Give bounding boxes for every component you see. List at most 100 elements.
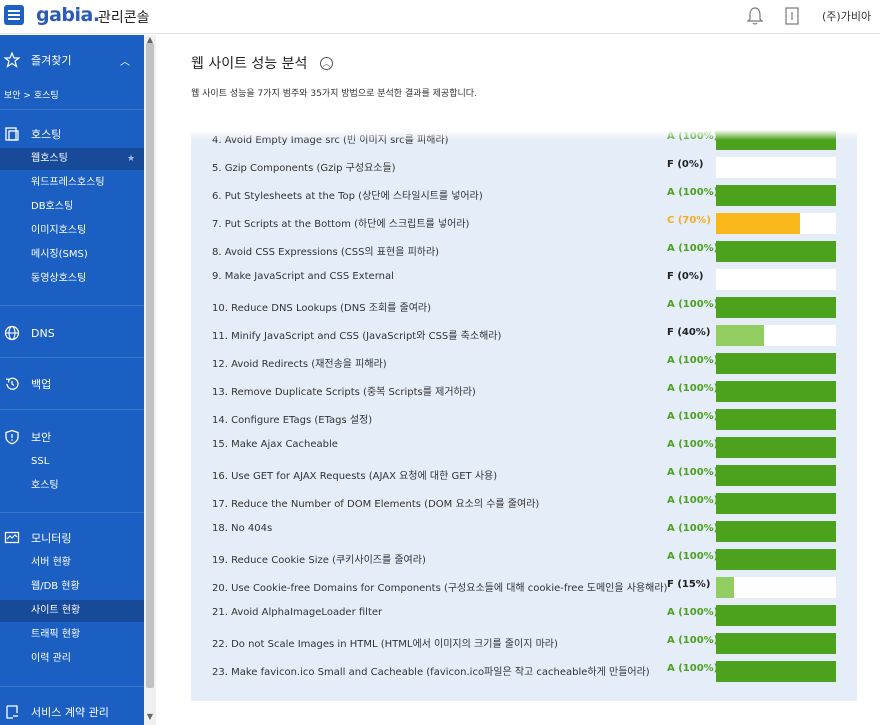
menu-line <box>8 10 20 12</box>
result-row: 11. Minify JavaScript and CSS (JavaScrip… <box>191 319 857 347</box>
result-grade: A (100%) <box>667 243 719 254</box>
scroll-down-arrow[interactable]: ▼ <box>146 712 154 721</box>
star-icon <box>4 52 20 68</box>
score-bar <box>716 605 836 626</box>
score-bar <box>716 269 836 290</box>
favorite-star-icon[interactable]: ★ <box>127 154 136 164</box>
sidebar-item-web-hosting[interactable]: 웹호스팅 ★ <box>0 148 144 170</box>
sidebar-item-messaging[interactable]: 메시징(SMS) <box>0 244 144 266</box>
result-row: 22. Do not Scale Images in HTML (HTML에서 … <box>191 627 857 655</box>
hosting-label: 호스팅 <box>31 128 62 141</box>
result-grade: A (100%) <box>667 663 719 674</box>
sidebar-section-dns[interactable]: DNS <box>0 321 144 345</box>
sidebar-item-label: 이력 관리 <box>31 653 71 664</box>
backup-label: 백업 <box>31 378 52 391</box>
monitoring-label: 모니터링 <box>31 532 72 545</box>
sidebar-item-history[interactable]: 이력 관리 <box>0 648 144 670</box>
sidebar-section-security[interactable]: 보안 <box>0 425 144 449</box>
sidebar-favorites[interactable]: 즐겨찾기 ︿ <box>0 48 144 72</box>
result-label: 21. Avoid AlphaImageLoader filter <box>212 607 383 618</box>
result-label: 13. Remove Duplicate Scripts (중복 Scripts… <box>212 387 476 398</box>
sidebar-section-monitoring[interactable]: 모니터링 <box>0 526 144 550</box>
score-bar-fill <box>716 549 836 570</box>
result-label: 8. Avoid CSS Expressions (CSS의 표현을 피하라) <box>212 247 440 258</box>
menu-line <box>8 18 20 20</box>
result-row: 13. Remove Duplicate Scripts (중복 Scripts… <box>191 375 857 403</box>
contract-label: 서비스 계약 관리 <box>31 706 109 719</box>
scroll-up-arrow[interactable]: ▲ <box>146 35 154 44</box>
chevron-up-icon[interactable]: ︿ <box>120 56 130 68</box>
score-bar-fill <box>716 353 836 374</box>
result-row: 8. Avoid CSS Expressions (CSS의 표현을 피하라) A… <box>191 235 857 263</box>
sidebar-item-db-hosting[interactable]: DB호스팅 <box>0 196 144 218</box>
favorites-label: 즐겨찾기 <box>31 54 72 67</box>
sidebar-section-backup[interactable]: 백업 <box>0 372 144 396</box>
sidebar-item-server-status[interactable]: 서버 현황 <box>0 552 144 574</box>
score-bar <box>716 521 836 542</box>
result-grade: A (100%) <box>667 383 719 394</box>
score-bar-fill <box>716 185 836 206</box>
hamburger-menu-button[interactable] <box>4 5 24 25</box>
result-label: 10. Reduce DNS Lookups (DNS 조회를 줄여라) <box>212 303 432 314</box>
result-grade: A (100%) <box>667 411 719 422</box>
sidebar-item-ssl[interactable]: SSL <box>0 451 144 473</box>
result-label: 15. Make Ajax Cacheable <box>212 439 338 450</box>
score-bar-fill <box>716 381 836 402</box>
score-bar <box>716 409 836 430</box>
result-label: 5. Gzip Components (Gzip 구성요소들) <box>212 163 396 174</box>
result-label: 18. No 404s <box>212 523 273 534</box>
sidebar-item-label: SSL <box>31 456 50 467</box>
sidebar-divider <box>0 357 144 358</box>
sidebar-section-hosting[interactable]: 호스팅 <box>0 122 144 146</box>
result-label: 6. Put Stylesheets at the Top (상단에 스타일시트… <box>212 191 483 202</box>
score-bar-fill <box>716 437 836 458</box>
sidebar-item-site-status[interactable]: 사이트 현황 <box>0 600 144 622</box>
collapse-toggle-icon[interactable]: ︿ <box>320 57 333 70</box>
account-name[interactable]: (주)가비아 <box>822 10 872 23</box>
result-label: 23. Make favicon.ico Small and Cacheable… <box>212 667 650 678</box>
sidebar-section-contract[interactable]: 서비스 계약 관리 <box>0 700 144 724</box>
result-label: 9. Make JavaScript and CSS External <box>212 271 394 282</box>
result-row: 20. Use Cookie-free Domains for Componen… <box>191 571 857 599</box>
sidebar-divider <box>0 686 144 687</box>
sidebar-divider <box>0 305 144 306</box>
result-label: 20. Use Cookie-free Domains for Componen… <box>212 583 668 594</box>
gabia-logo[interactable]: gabia. <box>36 4 100 26</box>
score-bar-fill <box>716 297 836 318</box>
hosting-icon <box>5 127 19 141</box>
globe-icon <box>4 325 20 341</box>
score-bar <box>716 465 836 486</box>
scrollbar-thumb[interactable] <box>146 43 154 688</box>
sidebar-item-web-db-status[interactable]: 웹/DB 현황 <box>0 576 144 598</box>
score-bar <box>716 661 836 682</box>
result-row: 6. Put Stylesheets at the Top (상단에 스타일시트… <box>191 179 857 207</box>
score-bar-fill <box>716 605 836 626</box>
result-grade: A (100%) <box>667 551 719 562</box>
sidebar-item-traffic-status[interactable]: 트래픽 현황 <box>0 624 144 646</box>
result-grade: A (100%) <box>667 523 719 534</box>
result-row: 14. Configure ETags (ETags 설정) A (100%) <box>191 403 857 431</box>
result-grade: F (0%) <box>667 271 704 282</box>
result-grade: A (100%) <box>667 187 719 198</box>
breadcrumb: 보안 > 호스팅 <box>4 91 59 101</box>
sidebar-item-label: 워드프레스호스팅 <box>31 177 105 188</box>
score-bar <box>716 157 836 178</box>
score-bar-fill <box>716 409 836 430</box>
result-row: 19. Reduce Cookie Size (쿠키사이즈를 줄여라) A (10… <box>191 543 857 571</box>
sidebar-item-video-hosting[interactable]: 동영상호스팅 <box>0 268 144 290</box>
sidebar-item-wordpress-hosting[interactable]: 워드프레스호스팅 <box>0 172 144 194</box>
sidebar-item-label: 이미지호스팅 <box>31 225 87 236</box>
result-row: 15. Make Ajax Cacheable A (100%) <box>191 431 857 459</box>
sidebar-item-label: 웹호스팅 <box>31 153 68 164</box>
result-grade: A (100%) <box>667 439 719 450</box>
sidebar-item-security-hosting[interactable]: 호스팅 <box>0 475 144 497</box>
score-bar-fill <box>716 241 836 262</box>
performance-results-panel[interactable]: 4. Avoid Empty Image src (빈 이미지 src를 피해라… <box>191 130 857 701</box>
bell-icon[interactable] <box>746 6 764 26</box>
document-icon[interactable] <box>785 7 799 25</box>
result-row: 10. Reduce DNS Lookups (DNS 조회를 줄여라) A (1… <box>191 291 857 319</box>
result-grade: F (40%) <box>667 327 711 338</box>
result-grade: C (70%) <box>667 215 711 226</box>
result-label: 16. Use GET for AJAX Requests (AJAX 요청에 … <box>212 471 498 482</box>
sidebar-item-image-hosting[interactable]: 이미지호스팅 <box>0 220 144 242</box>
